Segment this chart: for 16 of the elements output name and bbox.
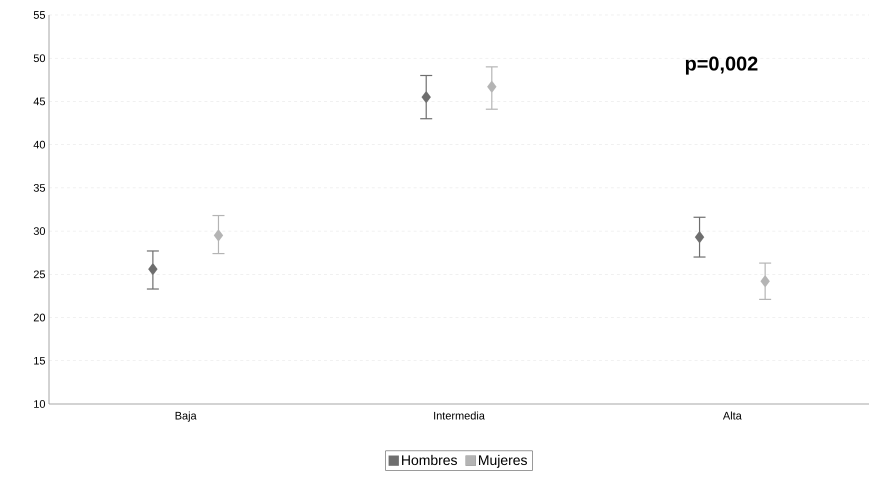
x-tick-label: Intermedia: [434, 412, 485, 420]
y-tick-label: 35: [34, 184, 46, 192]
y-tick-label: 50: [34, 54, 46, 62]
x-tick-label: Alta: [722, 412, 742, 420]
y-tick-label: 30: [34, 227, 46, 235]
y-tick-label: 15: [34, 356, 46, 365]
legend-label: Mujeres: [479, 454, 527, 468]
annotation: p=0,002: [686, 56, 758, 75]
y-tick-label: 25: [34, 270, 46, 278]
y-tick-label: 10: [34, 400, 46, 408]
y-tick-label: 45: [34, 98, 46, 106]
y-tick-label: 20: [34, 314, 46, 322]
x-tick-label: Baja: [176, 412, 197, 422]
y-tick-label: 55: [34, 11, 46, 19]
y-tick-label: 40: [34, 140, 46, 149]
legend-label: Hombres: [402, 454, 457, 466]
